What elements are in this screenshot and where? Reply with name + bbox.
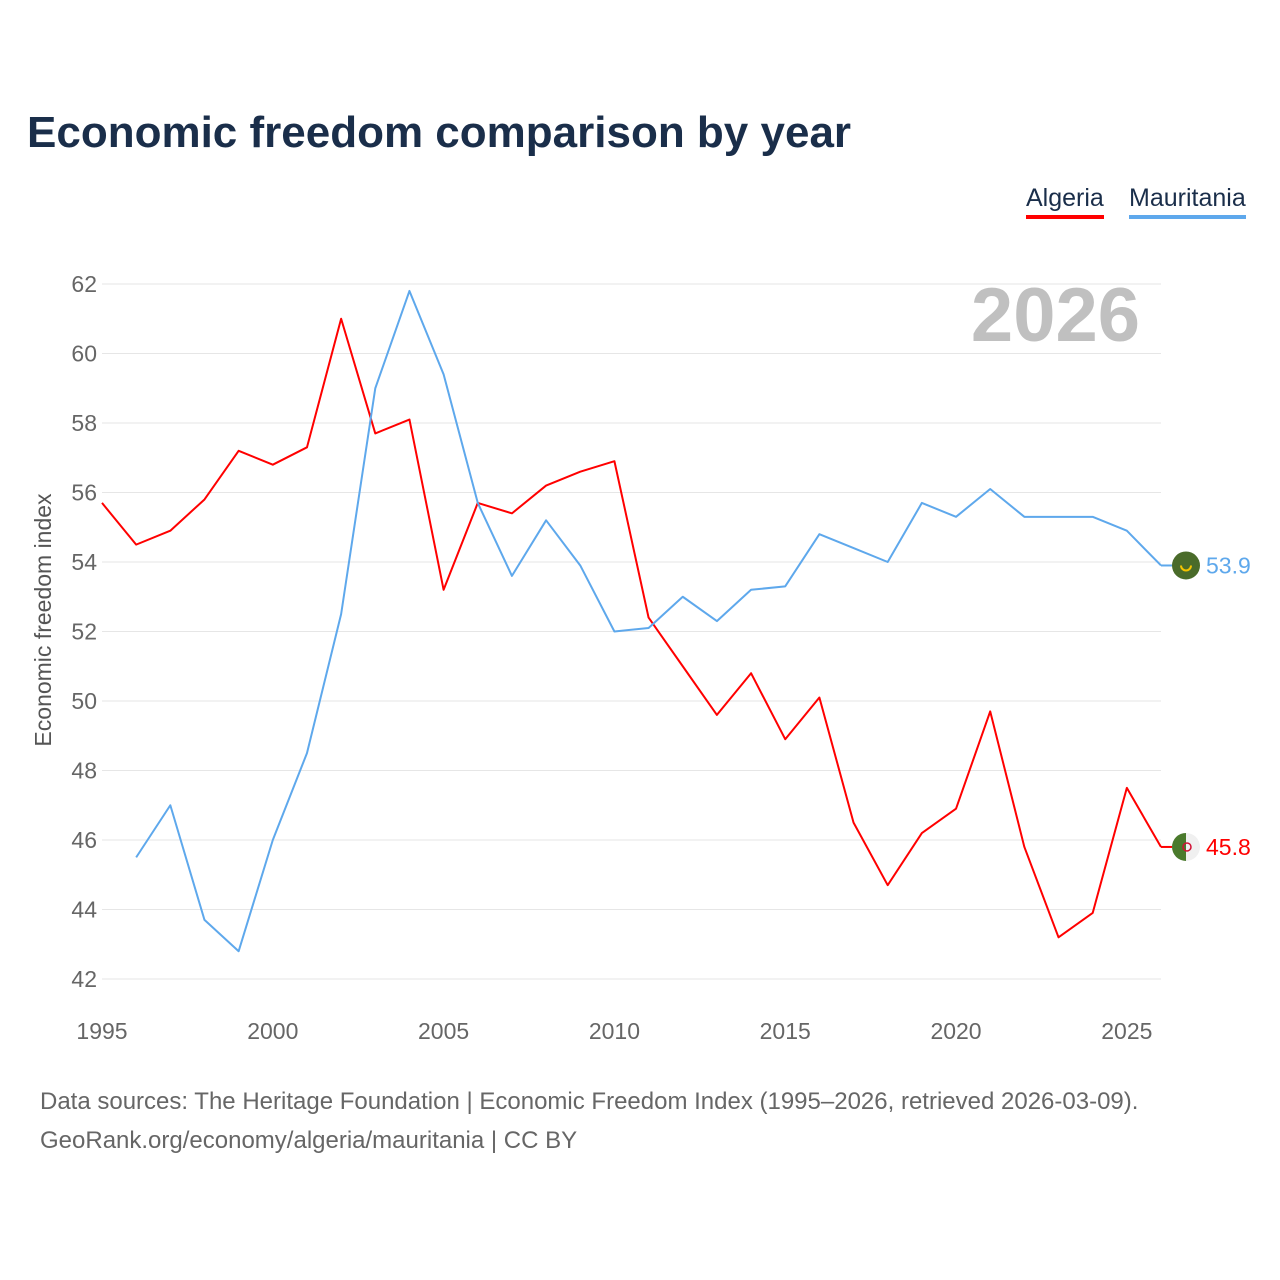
algeria-flag-crescent (1182, 842, 1192, 852)
y-tick-label: 62 (71, 271, 97, 297)
x-tick-label: 2000 (247, 1018, 298, 1044)
y-tick-label: 48 (71, 758, 97, 784)
mauritania-flag-icon (1172, 551, 1200, 580)
end-value-label: 45.8 (1206, 834, 1251, 860)
legend-algeria[interactable]: Algeria (1026, 184, 1104, 219)
y-axis-label: Economic freedom index (30, 493, 56, 747)
y-tick-label: 52 (71, 619, 97, 645)
x-tick-label: 2015 (760, 1018, 811, 1044)
year-label: 2026 (971, 273, 1140, 358)
chart-title: Economic freedom comparison by year (27, 108, 852, 157)
y-tick-label: 60 (71, 341, 97, 367)
y-tick-label: 42 (71, 966, 97, 992)
x-tick-label: 2020 (930, 1018, 981, 1044)
y-tick-label: 44 (71, 897, 97, 923)
footer-credit: GeoRank.org/economy/algeria/mauritania |… (40, 1127, 578, 1154)
legend-mauritania[interactable]: Mauritania (1129, 184, 1246, 219)
y-tick-label: 50 (71, 688, 97, 714)
end-value-label: 53.9 (1206, 552, 1251, 578)
x-tick-label: 2005 (418, 1018, 469, 1044)
y-tick-label: 56 (71, 480, 97, 506)
y-tick-label: 46 (71, 827, 97, 853)
x-tick-label: 2025 (1101, 1018, 1152, 1044)
y-tick-label: 54 (71, 549, 97, 575)
series-line-algeria (101, 317, 1162, 939)
x-tick-label: 1995 (76, 1018, 127, 1044)
mauritania-flag-crescent (1180, 565, 1192, 572)
y-tick-label: 58 (71, 410, 97, 436)
footer-sources: Data sources: The Heritage Foundation | … (40, 1088, 1139, 1115)
series-line-mauritania (135, 289, 1162, 953)
x-tick-label: 2010 (589, 1018, 640, 1044)
algeria-flag-green (1172, 832, 1186, 861)
